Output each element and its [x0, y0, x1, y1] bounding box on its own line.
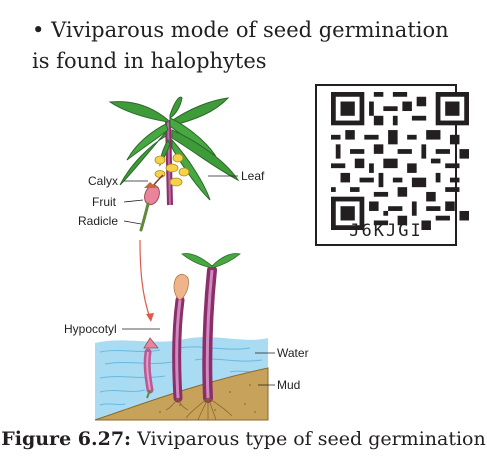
label-fruit: Fruit — [92, 195, 116, 209]
mother-plant — [108, 96, 240, 232]
bullet-sentence: Viviparous mode of seed germination is f… — [32, 18, 449, 73]
label-leaf: Leaf — [241, 169, 265, 183]
figure-caption: Figure 6.27: Viviparous type of seed ger… — [0, 428, 487, 450]
label-hypocotyl: Hypocotyl — [64, 322, 117, 336]
caption-text: Viviparous type of seed germination — [137, 428, 486, 450]
bullet-text: • Viviparous mode of seed germination is… — [32, 15, 472, 77]
label-calyx: Calyx — [88, 174, 119, 188]
label-radicle: Radicle — [78, 214, 119, 228]
bullet-marker: • — [32, 18, 45, 42]
label-water: Water — [277, 346, 309, 360]
qr-code[interactable]: J6KJGI — [315, 84, 469, 246]
label-mud: Mud — [277, 378, 301, 392]
floating-seedling — [143, 337, 159, 399]
young-seedling — [165, 273, 189, 411]
qr-pattern — [331, 92, 469, 230]
caption-number: Figure 6.27: — [1, 428, 132, 450]
established-seedling — [181, 253, 241, 421]
qr-code-text: J6KJGI — [349, 221, 423, 241]
